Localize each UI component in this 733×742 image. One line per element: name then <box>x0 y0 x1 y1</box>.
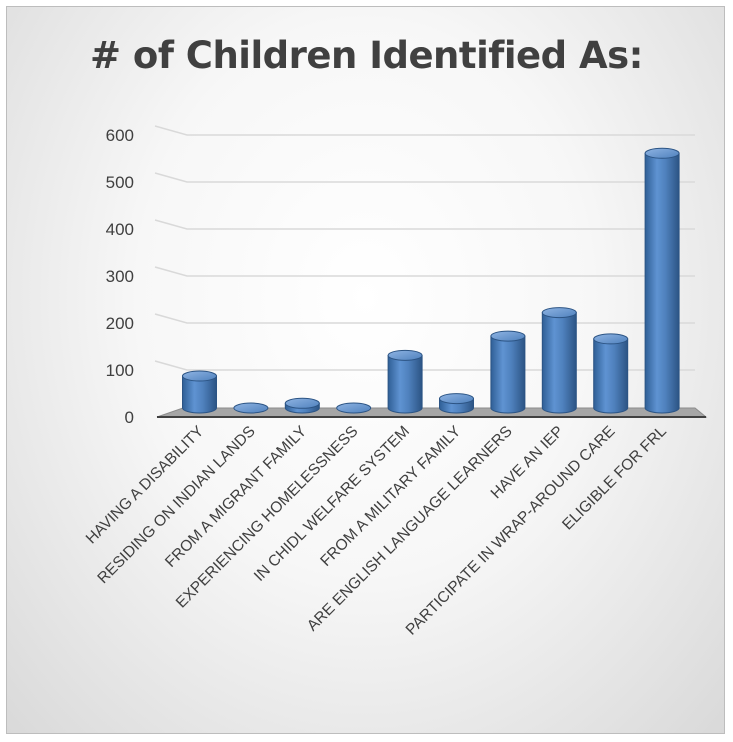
x-tick-label: ELIGIBLE FOR FRL <box>559 423 670 534</box>
gridline <box>154 172 695 183</box>
gridline <box>154 125 695 136</box>
y-axis: 0 100 200 300 400 500 600 <box>106 126 134 427</box>
x-tick-label: EXPERIENCING HOMELESSNESS <box>173 423 362 612</box>
gridline <box>154 266 695 277</box>
gridline <box>154 219 695 230</box>
bar <box>593 333 629 414</box>
bar <box>336 402 372 414</box>
bar <box>490 330 526 414</box>
chart-title: # of Children Identified As: <box>90 34 643 77</box>
bar <box>233 402 269 414</box>
bars <box>182 147 680 414</box>
y-tick-label: 300 <box>106 267 134 286</box>
bar <box>439 393 474 414</box>
y-tick-label: 400 <box>106 220 134 239</box>
y-tick-label: 0 <box>125 408 134 427</box>
y-tick-label: 200 <box>106 314 134 333</box>
bar <box>284 397 320 414</box>
y-tick-label: 500 <box>106 173 134 192</box>
gridline <box>154 360 695 371</box>
bar <box>387 349 423 414</box>
bar <box>182 370 217 414</box>
bar <box>644 147 680 414</box>
gridline <box>154 313 695 324</box>
gridlines <box>154 125 695 371</box>
y-tick-label: 100 <box>106 361 134 380</box>
bar <box>541 307 577 414</box>
y-tick-label: 600 <box>106 126 134 145</box>
